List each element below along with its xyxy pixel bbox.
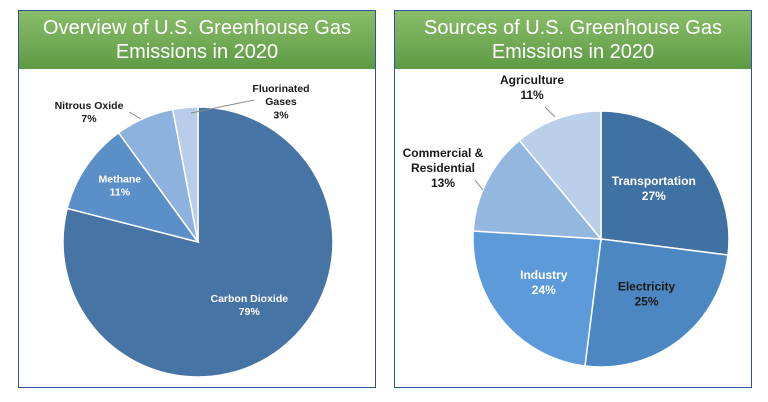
data-label-agriculture: Agriculture 11% bbox=[500, 73, 564, 102]
data-label-methane: Methane 11% bbox=[99, 174, 142, 199]
pie-slice-industry bbox=[472, 230, 602, 367]
sources-title-line-1: Sources of U.S. Greenhouse Gas bbox=[424, 17, 722, 39]
overview-title-line-1: Overview of U.S. Greenhouse Gas bbox=[43, 17, 351, 39]
pie-slice-commercial-and-residential bbox=[472, 139, 603, 240]
emissions-sources-panel: Sources of U.S. Greenhouse Gas Emissions… bbox=[394, 10, 752, 388]
sources-chart-title: Sources of U.S. Greenhouse Gas Emissions… bbox=[395, 11, 751, 69]
emissions-overview-panel: Overview of U.S. Greenhouse Gas Emission… bbox=[18, 10, 376, 388]
overview-chart-title: Overview of U.S. Greenhouse Gas Emission… bbox=[19, 11, 375, 69]
data-label-industry: Industry 24% bbox=[520, 268, 568, 297]
pie-slice-transportation bbox=[600, 110, 730, 256]
sources-title-line-2: Emissions in 2020 bbox=[491, 41, 655, 63]
sources-pie-chart: Transportation 27% Electricity 25% Industry 2… bbox=[403, 73, 730, 368]
leader-line-fluorinated-gases bbox=[190, 99, 255, 114]
data-label-nitrous-oxide: Nitrous Oxide 7% bbox=[55, 100, 124, 125]
data-label-carbon-dioxide: Carbon Dioxide 79% bbox=[211, 293, 289, 318]
data-label-commercial-and-residential: Commercial & Residential 13% bbox=[403, 146, 484, 190]
overview-title-line-2: Emissions in 2020 bbox=[115, 41, 279, 63]
data-label-fluorinated-gases: Fluorinated Gases 3% bbox=[252, 83, 309, 121]
leader-line-commercial-and-residential bbox=[474, 179, 484, 191]
leader-line-agriculture bbox=[544, 106, 556, 118]
pie-slice-electricity bbox=[584, 238, 729, 368]
pie-slice-fluorinated-gases bbox=[171, 106, 199, 243]
data-label-electricity: Electricity 25% bbox=[618, 279, 676, 308]
overview-pie-chart: Carbon Dioxide 79% Methane 11% Nitrous Oxide… bbox=[55, 83, 334, 378]
pie-slice-methane bbox=[66, 131, 200, 244]
leader-line-nitrous-oxide bbox=[128, 111, 142, 120]
data-label-transportation: Transportation 27% bbox=[612, 174, 696, 203]
pie-slice-agriculture bbox=[518, 110, 602, 242]
